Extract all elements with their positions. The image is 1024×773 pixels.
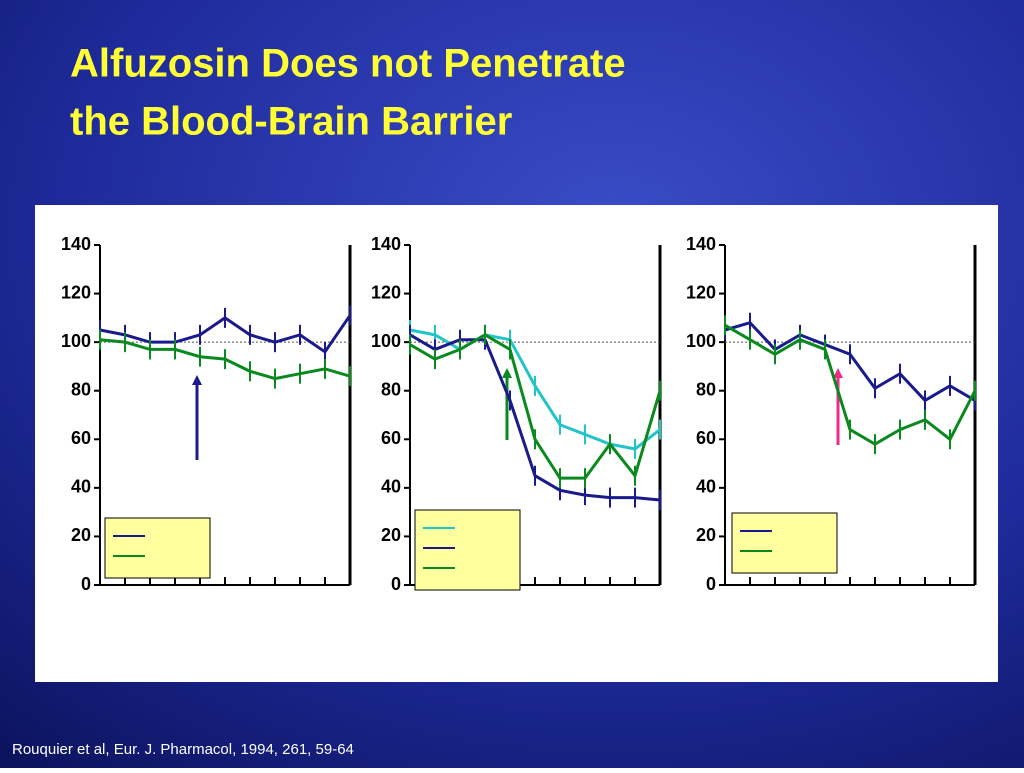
y-tick-label: 40 [381, 477, 401, 497]
y-tick-label: 120 [61, 282, 91, 302]
arrow-head [192, 375, 202, 385]
y-tick-label: 80 [696, 379, 716, 399]
y-tick-label: 60 [381, 428, 401, 448]
y-tick-label: 100 [371, 331, 401, 351]
slide-title: the Blood-Brain Barrier [70, 100, 512, 144]
arrow-head [833, 368, 843, 378]
y-tick-label: 80 [381, 379, 401, 399]
y-tick-label: 60 [696, 428, 716, 448]
y-tick-label: 80 [71, 379, 91, 399]
y-tick-label: 20 [696, 525, 716, 545]
y-tick-label: 0 [391, 574, 401, 594]
figure-panel [35, 205, 998, 682]
y-tick-label: 0 [706, 574, 716, 594]
y-tick-label: 140 [371, 234, 401, 254]
y-tick-label: 0 [81, 574, 91, 594]
y-tick-label: 120 [371, 282, 401, 302]
y-tick-label: 60 [71, 428, 91, 448]
y-tick-label: 20 [381, 525, 401, 545]
legend-box [104, 517, 211, 579]
y-tick-label: 140 [61, 234, 91, 254]
y-tick-label: 40 [696, 477, 716, 497]
y-tick-label: 40 [71, 477, 91, 497]
y-tick-label: 100 [686, 331, 716, 351]
y-tick-label: 100 [61, 331, 91, 351]
citation: Rouquier et al, Eur. J. Pharmacol, 1994,… [12, 741, 354, 758]
legend-box [414, 509, 521, 591]
y-tick-label: 140 [686, 234, 716, 254]
y-tick-label: 120 [686, 282, 716, 302]
slide-title: Alfuzosin Does not Penetrate [70, 42, 626, 86]
arrow-head [502, 368, 512, 378]
y-tick-label: 20 [71, 525, 91, 545]
legend-box [731, 512, 838, 574]
